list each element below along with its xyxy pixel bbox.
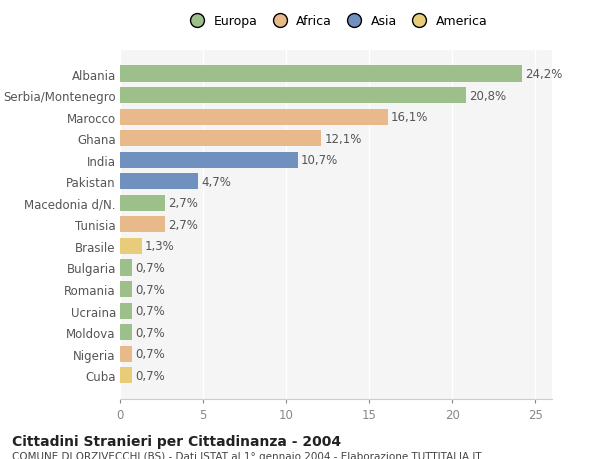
Text: 0,7%: 0,7% [135,326,165,339]
Text: 2,7%: 2,7% [168,197,198,210]
Text: Cittadini Stranieri per Cittadinanza - 2004: Cittadini Stranieri per Cittadinanza - 2… [12,434,341,448]
Bar [120,174,198,190]
Text: 10,7%: 10,7% [301,154,338,167]
Text: 2,7%: 2,7% [168,218,198,231]
Bar [120,109,388,125]
Bar [120,67,522,83]
Text: 24,2%: 24,2% [526,68,563,81]
Text: 16,1%: 16,1% [391,111,428,124]
Text: 0,7%: 0,7% [135,262,165,274]
Text: 0,7%: 0,7% [135,283,165,296]
Bar [120,325,131,341]
Bar [120,346,131,362]
Text: 1,3%: 1,3% [145,240,175,253]
Text: 12,1%: 12,1% [325,133,362,146]
Bar [120,152,298,168]
Text: 0,7%: 0,7% [135,347,165,360]
Bar [120,281,131,297]
Bar [120,217,165,233]
Bar [120,196,165,212]
Bar [120,131,321,147]
Bar [120,260,131,276]
Legend: Europa, Africa, Asia, America: Europa, Africa, Asia, America [185,15,487,28]
Text: 0,7%: 0,7% [135,369,165,382]
Text: COMUNE DI ORZIVECCHI (BS) - Dati ISTAT al 1° gennaio 2004 - Elaborazione TUTTITA: COMUNE DI ORZIVECCHI (BS) - Dati ISTAT a… [12,451,482,459]
Text: 0,7%: 0,7% [135,304,165,317]
Bar [120,238,142,254]
Bar [120,88,466,104]
Text: 20,8%: 20,8% [469,90,506,102]
Text: 4,7%: 4,7% [202,175,231,188]
Bar [120,303,131,319]
Bar [120,367,131,383]
